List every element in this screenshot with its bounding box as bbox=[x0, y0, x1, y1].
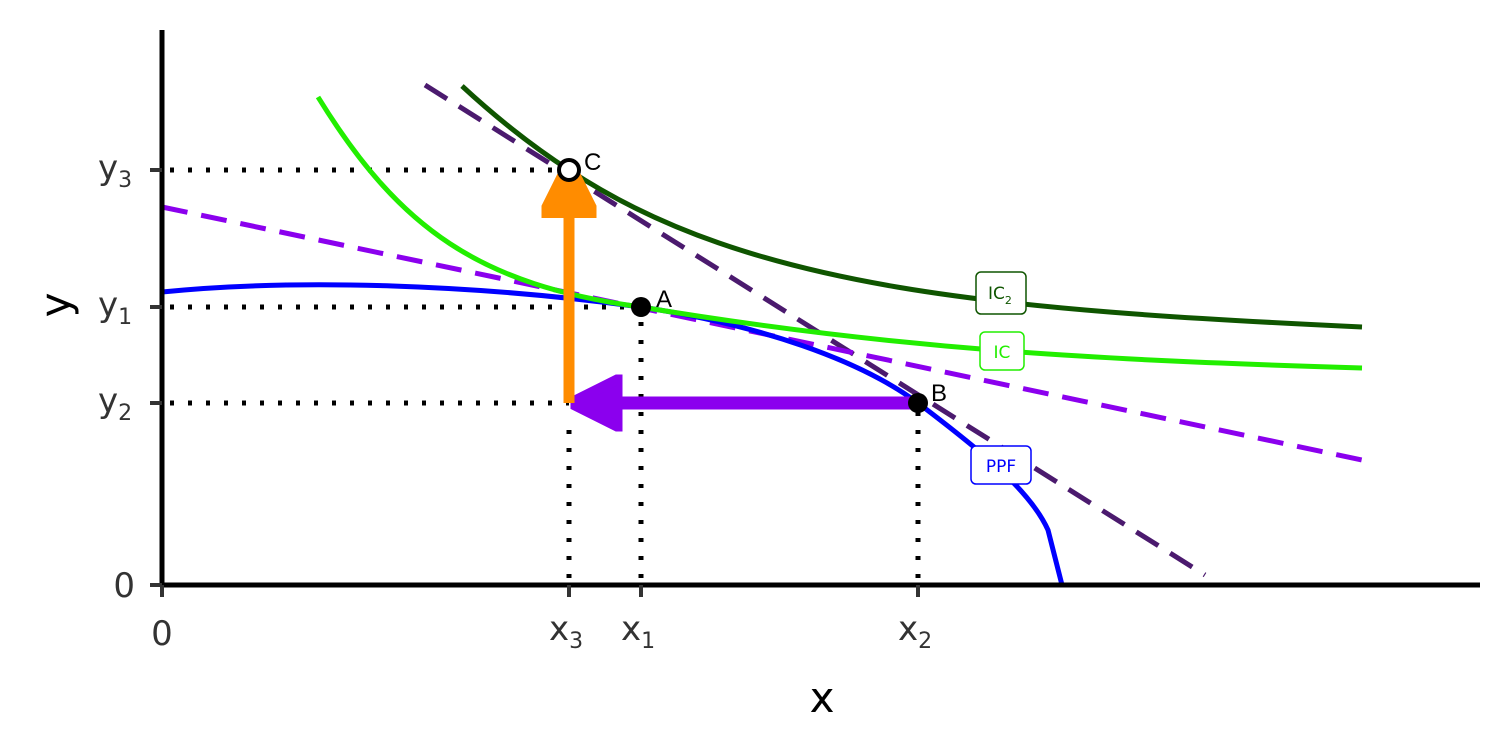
label-part: y bbox=[98, 285, 118, 325]
label-box bbox=[975, 271, 1027, 315]
label-part: 0 bbox=[151, 614, 173, 654]
label-part: x bbox=[549, 609, 569, 649]
label-part: 2 bbox=[118, 401, 132, 426]
curve-label: IC2 bbox=[988, 284, 1012, 307]
curve-label: IC bbox=[994, 343, 1011, 363]
ic2-curve bbox=[460, 84, 1363, 330]
label-part: IC bbox=[988, 284, 1005, 304]
label-part: 0 bbox=[113, 566, 135, 606]
label-part: 1 bbox=[118, 305, 132, 330]
label-box bbox=[979, 331, 1025, 371]
x-axis-title: x bbox=[810, 673, 835, 722]
y-axis-title: y bbox=[31, 293, 80, 318]
x-tick-label: x2 bbox=[898, 609, 932, 654]
x-tick-label: x3 bbox=[549, 609, 583, 654]
label-box bbox=[970, 445, 1032, 485]
y-tick-label: 0 bbox=[113, 566, 135, 606]
label-part: x bbox=[621, 609, 641, 649]
point-label: C bbox=[584, 149, 601, 176]
point-label: B bbox=[931, 380, 947, 407]
point-label: A bbox=[656, 286, 672, 313]
y-tick-label: y1 bbox=[98, 285, 132, 330]
label-part: y bbox=[98, 148, 118, 188]
point-a bbox=[631, 297, 651, 317]
label-part: 3 bbox=[118, 168, 132, 193]
ppf-curve bbox=[161, 282, 1065, 586]
x-tick-label: x1 bbox=[621, 609, 655, 654]
point-b bbox=[908, 393, 928, 413]
label-part: 2 bbox=[1005, 294, 1012, 307]
curve-label: PPF bbox=[986, 457, 1016, 477]
label-part: 1 bbox=[641, 629, 655, 654]
label-part: 2 bbox=[918, 629, 932, 654]
label-part: y bbox=[98, 381, 118, 421]
y-tick-label: y3 bbox=[98, 148, 132, 193]
ic-curve bbox=[315, 95, 1363, 371]
label-part: x bbox=[898, 609, 918, 649]
x-tick-label: 0 bbox=[151, 614, 173, 654]
y-tick-label: y2 bbox=[98, 381, 132, 426]
ticks bbox=[150, 168, 920, 597]
point-c bbox=[557, 158, 581, 182]
label-part: 3 bbox=[569, 629, 583, 654]
